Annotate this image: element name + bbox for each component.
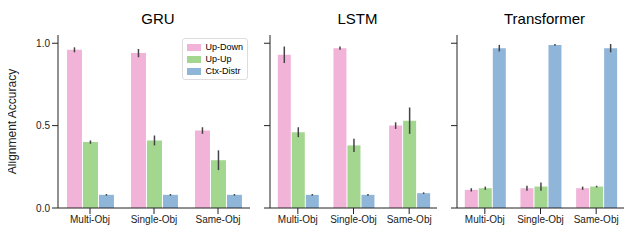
html-text:LSTM: LSTM	[337, 10, 378, 27]
svg-text:0.5: 0.5	[36, 120, 50, 131]
html-text:Ctx-Distr: Ctx-Distr	[205, 66, 241, 76]
html-text:Up-Down: Up-Down	[205, 42, 243, 52]
html-text:Transformer: Transformer	[503, 10, 586, 27]
svg-text:1.0: 1.0	[36, 38, 50, 49]
svg-text:Alignment Accuracy: Alignment Accuracy	[8, 69, 19, 174]
svg-text:0.0: 0.0	[36, 203, 50, 214]
svg-text:Single-Obj: Single-Obj	[517, 214, 564, 225]
html-text:Up-Up: Up-Up	[205, 54, 232, 64]
svg-text:Same-Obj: Same-Obj	[387, 214, 432, 225]
svg-text:Multi-Obj: Multi-Obj	[278, 214, 318, 225]
html-text:GRU: GRU	[141, 10, 175, 27]
svg-text:Multi-Obj: Multi-Obj	[465, 214, 505, 225]
svg-text:Same-Obj: Same-Obj	[574, 214, 619, 225]
svg-text:Multi-Obj: Multi-Obj	[70, 214, 110, 225]
svg-text:Single-Obj: Single-Obj	[131, 214, 178, 225]
svg-text:Same-Obj: Same-Obj	[195, 214, 240, 225]
svg-text:Single-Obj: Single-Obj	[330, 214, 377, 225]
